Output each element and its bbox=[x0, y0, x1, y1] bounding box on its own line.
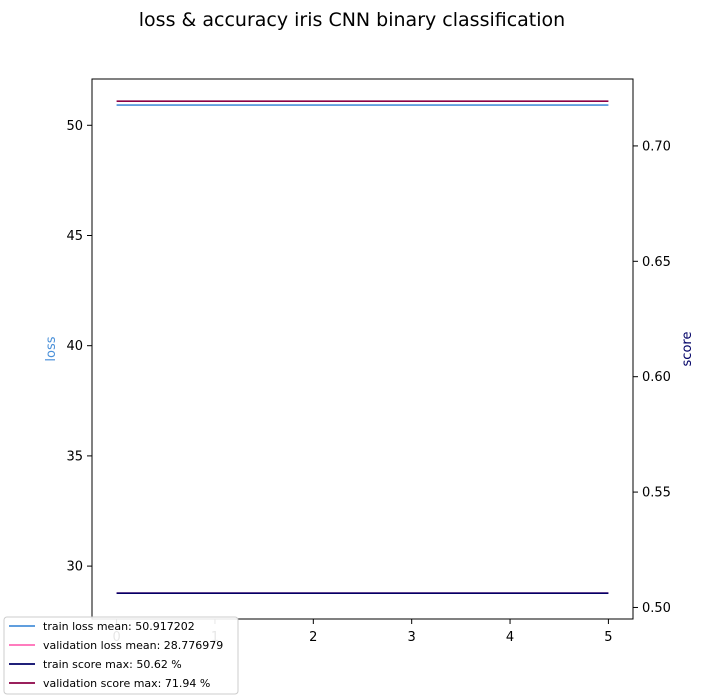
y-left-tick-label: 35 bbox=[66, 449, 83, 464]
y-right-tick-label: 0.65 bbox=[642, 255, 671, 270]
y-right-tick-label: 0.55 bbox=[642, 486, 671, 501]
legend-label: train score max: 50.62 % bbox=[43, 658, 182, 671]
legend-label: validation score max: 71.94 % bbox=[43, 677, 210, 690]
x-tick-label: 2 bbox=[309, 630, 317, 645]
y-right-tick-label: 0.60 bbox=[642, 370, 671, 385]
y-left-tick-label: 50 bbox=[66, 119, 83, 134]
x-tick-label: 5 bbox=[604, 630, 612, 645]
legend-label: train loss mean: 50.917202 bbox=[43, 620, 195, 633]
y-left-tick-label: 30 bbox=[66, 560, 83, 575]
y-left-tick-label: 45 bbox=[66, 229, 83, 244]
x-tick-label: 3 bbox=[408, 630, 416, 645]
y-right-tick-label: 0.50 bbox=[642, 601, 671, 616]
legend-label: validation loss mean: 28.776979 bbox=[43, 639, 223, 652]
y-left-tick-label: 40 bbox=[66, 339, 83, 354]
plot-area: 01234530354045500.500.550.600.650.70loss… bbox=[44, 78, 695, 645]
legend: train loss mean: 50.917202 validation los… bbox=[3, 616, 239, 695]
y-right-tick-label: 0.70 bbox=[642, 139, 671, 154]
y-right-axis-label: score bbox=[680, 332, 695, 367]
y-left-axis-label: loss bbox=[44, 336, 59, 361]
axes-frame bbox=[91, 78, 634, 620]
chart-title: loss & accuracy iris CNN binary classifi… bbox=[139, 9, 565, 31]
x-tick-label: 4 bbox=[506, 630, 514, 645]
legend-box bbox=[3, 616, 239, 695]
